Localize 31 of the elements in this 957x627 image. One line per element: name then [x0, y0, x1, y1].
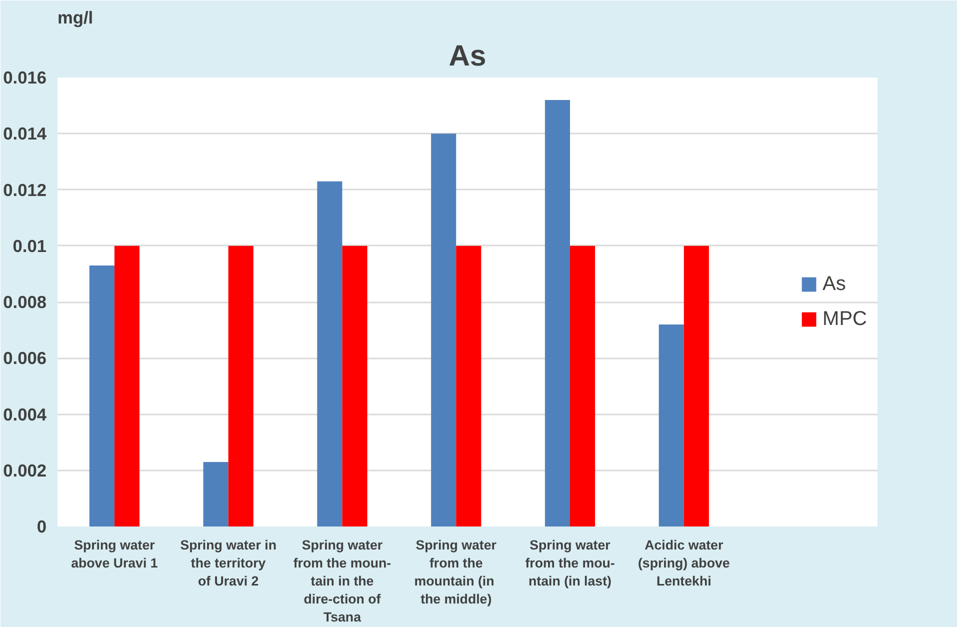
bar	[228, 246, 254, 526]
x-tick-label: Acidic water (spring) above Lentekhi	[638, 538, 730, 588]
y-tick-label: 0.004	[3, 404, 47, 424]
bar	[456, 246, 482, 526]
y-tick-label: 0	[36, 516, 47, 536]
bar	[342, 246, 368, 526]
y-tick-label: 0.014	[3, 124, 47, 144]
bar	[89, 266, 114, 526]
y-tick-label: 0.016	[3, 68, 47, 88]
chart-title: As	[448, 40, 486, 72]
bar	[544, 100, 570, 526]
bar	[658, 324, 684, 526]
y-tick-label: 0.002	[3, 460, 47, 480]
x-tick-label: Spring water from the moun-tain in the dire-ction of Tsana	[293, 538, 392, 624]
x-tick-label: Spring water from the mountain (in the middle)	[414, 538, 496, 606]
y-tick-label: 0.008	[3, 292, 47, 312]
bar	[317, 181, 342, 526]
x-tick-label: Spring water in the territory of Uravi 2	[180, 538, 276, 588]
legend-label: As	[822, 272, 846, 296]
bar	[570, 246, 596, 526]
x-tick-label: Spring water above Uravi 1	[71, 538, 158, 570]
y-tick-label: 0.01	[12, 236, 47, 256]
y-axis-title: mg/l	[58, 8, 94, 28]
bar	[203, 462, 228, 526]
x-tick-label: Spring water from the mou-ntain (in last)	[525, 538, 615, 588]
bar	[431, 134, 456, 526]
legend-label: MPC	[822, 308, 867, 330]
y-tick-label: 0.012	[3, 180, 47, 200]
y-tick-label: 0.006	[3, 348, 47, 368]
bar	[684, 246, 709, 526]
bar	[114, 246, 140, 526]
